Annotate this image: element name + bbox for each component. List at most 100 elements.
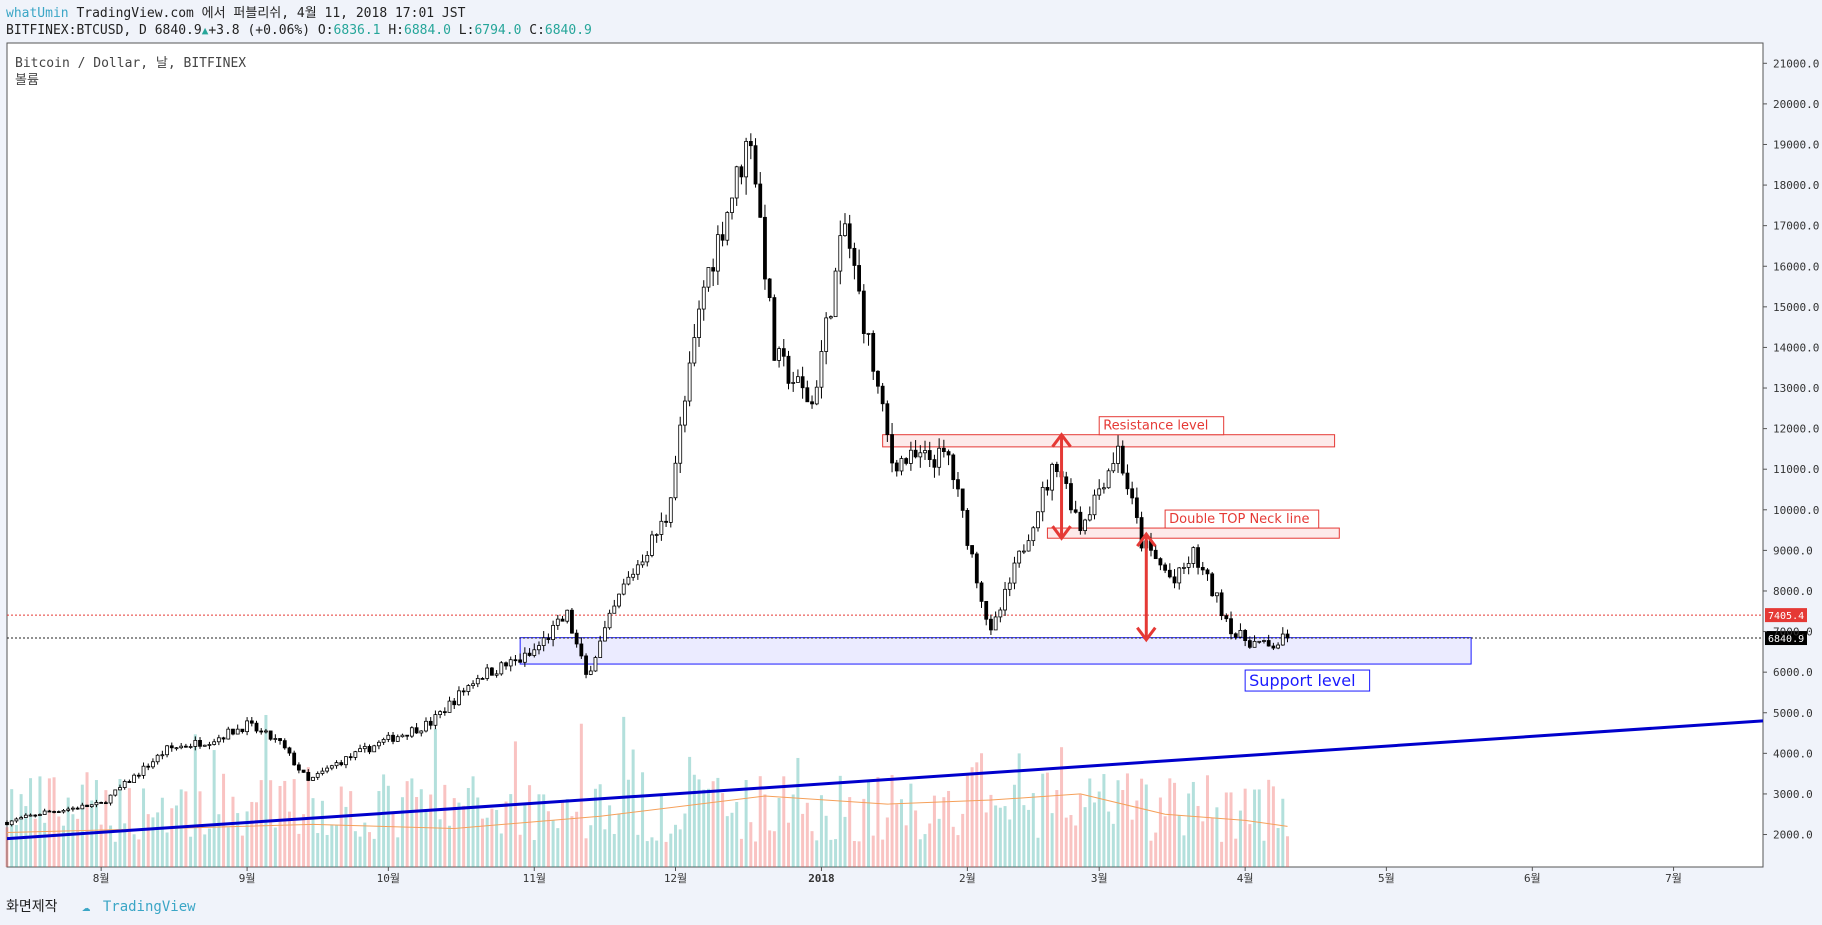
candle-body[interactable] — [1097, 488, 1102, 496]
candle-body[interactable] — [71, 807, 75, 810]
candle-body[interactable] — [38, 814, 42, 816]
candle-body[interactable] — [932, 459, 937, 468]
candle-body[interactable] — [1280, 633, 1285, 646]
candle-body[interactable] — [857, 265, 862, 292]
candle-body[interactable] — [800, 376, 805, 389]
candle-body[interactable] — [1182, 567, 1186, 569]
candle-body[interactable] — [1007, 582, 1012, 590]
candle-body[interactable] — [358, 748, 362, 753]
candle-body[interactable] — [584, 655, 588, 675]
candle-body[interactable] — [325, 767, 330, 772]
candle-body[interactable] — [160, 754, 165, 757]
candle-body[interactable] — [805, 387, 810, 403]
candle-body[interactable] — [1200, 566, 1205, 571]
candle-body[interactable] — [810, 401, 814, 405]
candle-body[interactable] — [1252, 640, 1257, 648]
candle-body[interactable] — [174, 747, 179, 750]
candle-body[interactable] — [348, 756, 353, 759]
candle-body[interactable] — [85, 804, 89, 808]
candle-body[interactable] — [1003, 588, 1007, 611]
candle-body[interactable] — [94, 802, 99, 806]
candle-body[interactable] — [739, 166, 744, 178]
candle-body[interactable] — [551, 624, 556, 640]
candle-body[interactable] — [814, 386, 819, 405]
candle-body[interactable] — [344, 756, 348, 766]
candle-body[interactable] — [381, 739, 386, 743]
candle-body[interactable] — [880, 385, 885, 405]
candle-body[interactable] — [494, 673, 499, 676]
candle-body[interactable] — [791, 382, 796, 384]
candle-body[interactable] — [767, 278, 772, 298]
candle-body[interactable] — [941, 447, 946, 452]
candle-body[interactable] — [1054, 463, 1059, 473]
candle-body[interactable] — [264, 730, 268, 733]
candle-body[interactable] — [876, 370, 880, 387]
candle-body[interactable] — [824, 317, 829, 352]
candle-body[interactable] — [353, 751, 358, 758]
candle-body[interactable] — [706, 267, 711, 288]
candle-body[interactable] — [367, 746, 372, 753]
candle-body[interactable] — [28, 814, 33, 817]
candle-body[interactable] — [254, 722, 259, 732]
candle-body[interactable] — [461, 690, 466, 693]
candle-body[interactable] — [141, 765, 146, 776]
candle-body[interactable] — [612, 605, 617, 614]
candle-body[interactable] — [1026, 540, 1031, 552]
candle-body[interactable] — [1116, 445, 1120, 464]
candle-body[interactable] — [1111, 463, 1116, 472]
candle-body[interactable] — [899, 458, 904, 472]
candle-body[interactable] — [311, 776, 315, 781]
time-axis[interactable]: 8월 9월 10월 11월 12월 2018 2월 3월 4월 5월 6월 7월 — [93, 867, 1682, 885]
candle-body[interactable] — [650, 534, 654, 556]
candle-body[interactable] — [146, 765, 151, 768]
author-link[interactable]: whatUmin — [6, 6, 69, 21]
candle-body[interactable] — [979, 582, 984, 602]
candle-body[interactable] — [1177, 567, 1182, 584]
candle-body[interactable] — [588, 670, 593, 675]
candle-body[interactable] — [970, 545, 974, 555]
candle-body[interactable] — [1120, 445, 1125, 474]
candle-body[interactable] — [1196, 547, 1200, 568]
candle-body[interactable] — [386, 734, 391, 740]
candle-body[interactable] — [1078, 511, 1083, 532]
candle-body[interactable] — [654, 534, 659, 536]
candle-body[interactable] — [442, 711, 447, 714]
candle-body[interactable] — [287, 747, 292, 754]
candle-body[interactable] — [513, 659, 518, 662]
candle-body[interactable] — [894, 462, 899, 472]
candle-body[interactable] — [504, 662, 508, 667]
candle-body[interactable] — [424, 720, 428, 732]
candle-body[interactable] — [1017, 550, 1022, 564]
candle-body[interactable] — [259, 730, 264, 733]
candle-body[interactable] — [99, 802, 104, 804]
candle-body[interactable] — [14, 818, 19, 822]
candle-body[interactable] — [377, 741, 381, 747]
candle-body[interactable] — [52, 811, 56, 813]
candle-body[interactable] — [169, 745, 174, 749]
candle-body[interactable] — [730, 197, 734, 213]
candle-body[interactable] — [847, 223, 852, 249]
candle-body[interactable] — [1285, 633, 1290, 639]
candle-body[interactable] — [118, 787, 122, 791]
candle-body[interactable] — [433, 714, 438, 726]
candle-body[interactable] — [1186, 563, 1191, 568]
candle-body[interactable] — [635, 564, 640, 575]
candle-body[interactable] — [273, 738, 278, 740]
candle-body[interactable] — [602, 627, 607, 642]
candle-body[interactable] — [1050, 463, 1055, 491]
candle-body[interactable] — [1191, 547, 1196, 564]
candle-body[interactable] — [522, 652, 527, 663]
candle-body[interactable] — [579, 643, 584, 657]
candle-body[interactable] — [113, 789, 118, 796]
candle-body[interactable] — [5, 821, 9, 826]
candle-body[interactable] — [438, 711, 443, 716]
candle-body[interactable] — [668, 497, 673, 523]
candle-body[interactable] — [565, 609, 570, 622]
candle-body[interactable] — [617, 593, 621, 607]
candle-body[interactable] — [136, 774, 141, 777]
candle-body[interactable] — [993, 616, 998, 631]
candle-body[interactable] — [480, 678, 485, 680]
candle-body[interactable] — [282, 740, 287, 749]
candle-body[interactable] — [918, 452, 923, 458]
candle-body[interactable] — [245, 720, 249, 733]
